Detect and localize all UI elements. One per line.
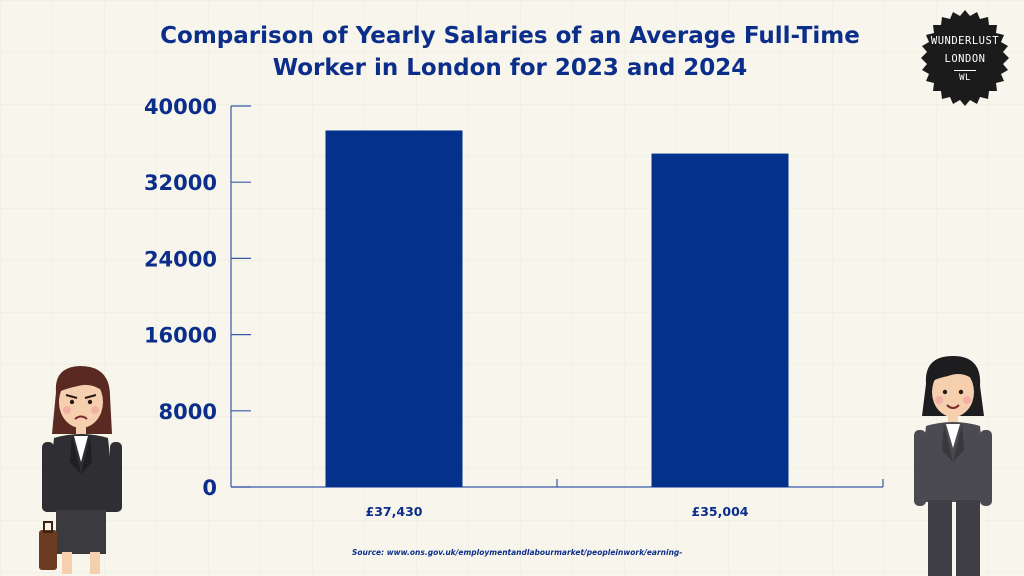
brand-line-2: LONDON bbox=[944, 53, 986, 65]
bar-1 bbox=[325, 130, 463, 487]
brand-seal-shape bbox=[921, 10, 1009, 106]
chart-title: Comparison of Yearly Salaries of an Aver… bbox=[150, 20, 870, 84]
y-tick-label: 40000 bbox=[144, 95, 217, 119]
x-category-label: £35,004 bbox=[692, 504, 749, 519]
brand-line-1: WUNDERLUST bbox=[930, 35, 1000, 47]
chart-title-line-1: Comparison of Yearly Salaries of an Aver… bbox=[160, 23, 860, 49]
y-tick-label: 0 bbox=[202, 476, 217, 500]
brand-logo-text: WUNDERLUST LONDON WL bbox=[917, 32, 1013, 85]
y-tick-label: 16000 bbox=[144, 324, 217, 348]
chart-title-line-2: Worker in London for 2023 and 2024 bbox=[272, 55, 748, 81]
brand-line-3: WL bbox=[954, 70, 976, 85]
frowning-businesswoman-illustration bbox=[39, 366, 122, 574]
bar-2 bbox=[651, 153, 789, 487]
brand-logo-badge bbox=[921, 10, 1009, 106]
x-category-label: £37,430 bbox=[366, 504, 423, 519]
smiling-businesswoman-illustration bbox=[914, 356, 992, 576]
y-tick-label: 32000 bbox=[144, 171, 217, 195]
source-note: Source: www.ons.gov.uk/employmentandlabo… bbox=[352, 548, 683, 557]
y-tick-label: 8000 bbox=[159, 400, 217, 424]
y-tick-label: 24000 bbox=[144, 247, 217, 271]
